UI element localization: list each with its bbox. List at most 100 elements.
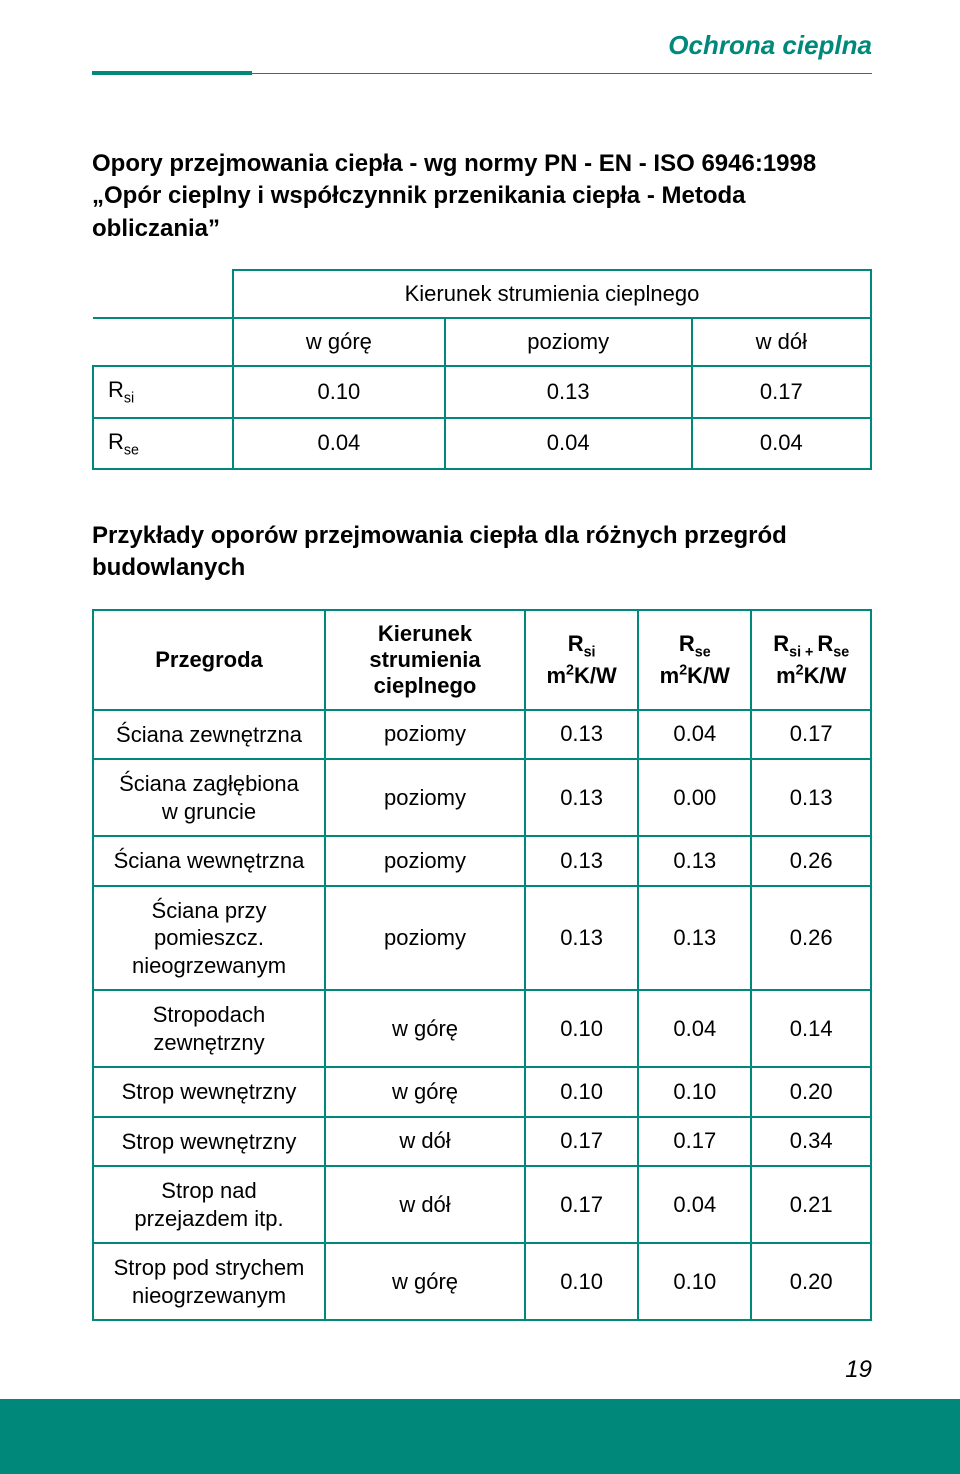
t1-col-wdol: w dół [692, 318, 871, 366]
table-row: Kierunek strumienia cieplnego [93, 270, 871, 318]
cell-text: Ściana wewnętrzna [114, 848, 305, 873]
t2-cell-name: Strop wewnętrzny [93, 1117, 325, 1167]
t2-cell-dir: poziomy [325, 886, 525, 991]
cell-text: Ściana przy pomieszcz. [152, 898, 267, 951]
unit-rest: K/W [574, 663, 617, 688]
t2-hdr-przegroda: Przegroda [93, 610, 325, 710]
t1-row-rse-label: Rse [93, 418, 233, 469]
t2-cell-rsum: 0.26 [751, 836, 871, 886]
t2-cell-name: Ściana zagłębiona w gruncie [93, 759, 325, 836]
t2-cell-name: Ściana zewnętrzna [93, 710, 325, 760]
t1-cell: 0.10 [233, 366, 445, 417]
label-prefix: R [108, 377, 124, 402]
t2-cell-rsi: 0.13 [525, 759, 638, 836]
t2-cell-rse: 0.13 [638, 836, 751, 886]
label-sub: se [695, 644, 711, 660]
t2-cell-rse: 0.04 [638, 710, 751, 760]
t1-cell: 0.04 [692, 418, 871, 469]
table-row: Strop pod strychemnieogrzewanymw górę0.1… [93, 1243, 871, 1320]
t2-cell-rsi: 0.17 [525, 1117, 638, 1167]
t1-col-wgore: w górę [233, 318, 445, 366]
unit-rest: K/W [687, 663, 730, 688]
cell-text: nieogrzewanym [132, 953, 286, 978]
t2-cell-rsum: 0.20 [751, 1067, 871, 1117]
plus-sign: + [801, 644, 817, 660]
label-prefix: R [108, 429, 124, 454]
t2-cell-name: Ściana wewnętrzna [93, 836, 325, 886]
table-row: Strop wewnętrznyw górę0.100.100.20 [93, 1067, 871, 1117]
page: Ochrona cieplna Opory przejmowania ciepł… [0, 0, 960, 1474]
empty-cell [93, 318, 233, 366]
t2-cell-rsum: 0.20 [751, 1243, 871, 1320]
cell-text: Ściana zagłębiona [119, 771, 299, 796]
label-sub: se [124, 442, 139, 458]
t2-hdr-kierunek: Kierunek strumienia cieplnego [325, 610, 525, 710]
header-underline [92, 72, 872, 74]
t1-span-header: Kierunek strumienia cieplnego [233, 270, 871, 318]
t2-cell-dir: w górę [325, 990, 525, 1067]
page-header: Ochrona cieplna [92, 0, 872, 90]
unit-m: m [546, 663, 566, 688]
table-row: Rsi 0.10 0.13 0.17 [93, 366, 871, 417]
t2-cell-rsum: 0.21 [751, 1166, 871, 1243]
label-sub: si [789, 644, 801, 660]
cell-text: Strop wewnętrzny [122, 1129, 297, 1154]
label-sub: si [584, 644, 596, 660]
cell-text: Strop nad przejazdem itp. [134, 1178, 283, 1231]
t1-cell: 0.17 [692, 366, 871, 417]
t2-cell-dir: w górę [325, 1067, 525, 1117]
t2-cell-rsi: 0.10 [525, 1243, 638, 1320]
table-opory: Kierunek strumienia cieplnego w górę poz… [92, 269, 872, 470]
unit-sup: 2 [796, 663, 804, 679]
unit-sup: 2 [679, 663, 687, 679]
empty-cell [93, 270, 233, 318]
cell-text: w gruncie [162, 799, 256, 824]
t2-cell-rsum: 0.17 [751, 710, 871, 760]
t2-cell-rse: 0.17 [638, 1117, 751, 1167]
t2-hdr-rse: Rse m2K/W [638, 610, 751, 710]
unit-rest: K/W [804, 663, 847, 688]
cell-text: nieogrzewanym [132, 1283, 286, 1308]
t2-cell-name: Stropodach zewnętrzny [93, 990, 325, 1067]
table-row: Ściana wewnętrznapoziomy0.130.130.26 [93, 836, 871, 886]
table-row: Rse 0.04 0.04 0.04 [93, 418, 871, 469]
t2-cell-name: Ściana przy pomieszcz.nieogrzewanym [93, 886, 325, 991]
t2-cell-dir: w dół [325, 1166, 525, 1243]
table-row: Ściana zagłębionaw grunciepoziomy0.130.0… [93, 759, 871, 836]
label-sub: si [124, 391, 134, 407]
t2-cell-rsi: 0.10 [525, 990, 638, 1067]
cell-text: Ściana zewnętrzna [116, 722, 302, 747]
cell-text: Strop wewnętrzny [122, 1079, 297, 1104]
label-prefix: R [679, 631, 695, 656]
unit-sup: 2 [566, 663, 574, 679]
t1-row-rsi-label: Rsi [93, 366, 233, 417]
t2-cell-dir: poziomy [325, 759, 525, 836]
t2-cell-name: Strop wewnętrzny [93, 1067, 325, 1117]
label-prefix: R [773, 631, 789, 656]
t2-cell-rsum: 0.13 [751, 759, 871, 836]
t2-cell-name: Strop nad przejazdem itp. [93, 1166, 325, 1243]
label-prefix: R [817, 631, 833, 656]
table-row: Stropodach zewnętrznyw górę0.100.040.14 [93, 990, 871, 1067]
t2-cell-dir: poziomy [325, 836, 525, 886]
t2-cell-rsi: 0.13 [525, 836, 638, 886]
footer-band [0, 1399, 960, 1474]
label-sub: se [833, 644, 849, 660]
cell-text: Stropodach zewnętrzny [153, 1002, 266, 1055]
t2-cell-rsi: 0.13 [525, 886, 638, 991]
label-prefix: R [568, 631, 584, 656]
t2-cell-rsi: 0.13 [525, 710, 638, 760]
unit-m: m [776, 663, 796, 688]
section2-title: Przykłady oporów przejmowania ciepła dla… [92, 520, 872, 585]
t2-cell-rsum: 0.34 [751, 1117, 871, 1167]
table-przyklady: Przegroda Kierunek strumienia cieplnego … [92, 609, 872, 1322]
table-row: w górę poziomy w dół [93, 318, 871, 366]
cell-text: Strop pod strychem [114, 1255, 305, 1280]
unit-m: m [660, 663, 680, 688]
t2-hdr-rsi: Rsi m2K/W [525, 610, 638, 710]
t1-cell: 0.04 [445, 418, 692, 469]
table-row: Przegroda Kierunek strumienia cieplnego … [93, 610, 871, 710]
t1-col-poziomy: poziomy [445, 318, 692, 366]
t2-cell-dir: poziomy [325, 710, 525, 760]
section1-title: Opory przejmowania ciepła - wg normy PN … [92, 148, 872, 245]
